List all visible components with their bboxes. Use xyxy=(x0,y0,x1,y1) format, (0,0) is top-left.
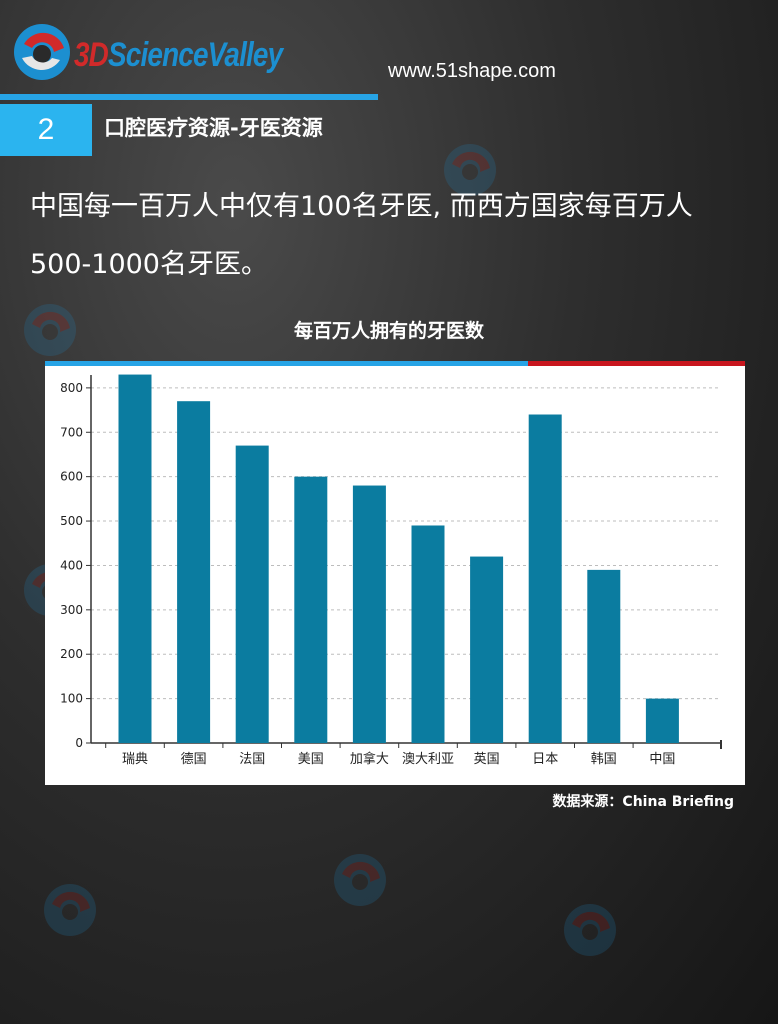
brand-logo: 3DScienceValley xyxy=(10,14,283,90)
x-tick-label: 加拿大 xyxy=(350,751,389,767)
x-tick-label: 瑞典 xyxy=(122,752,148,767)
data-source: 数据来源：China Briefing xyxy=(552,794,734,810)
x-tick-label: 韩国 xyxy=(591,752,617,767)
bar-chart-svg: 0 100 200 300 400 500 600 700 800 瑞典 德国 法国 美国 加拿大 澳大利亚… xyxy=(45,361,745,767)
bar-chart: 0 100 200 300 400 500 600 700 800 瑞典 德国 法国 美国 加拿大 澳大利亚… xyxy=(45,361,745,785)
y-tick-label: 800 xyxy=(60,381,83,395)
y-tick-label: 400 xyxy=(60,558,83,572)
bar-9 xyxy=(645,698,679,743)
bar-3 xyxy=(294,476,328,743)
y-tick-label: 100 xyxy=(60,692,83,706)
x-tick-label: 中国 xyxy=(649,752,675,767)
x-tick-label: 英国 xyxy=(474,752,500,767)
y-tick-label: 700 xyxy=(60,425,83,439)
chart-accent-blue xyxy=(45,361,528,366)
x-tick-label: 澳大利亚 xyxy=(402,751,454,767)
lead-paragraph: 中国每一百万人中仅有100名牙医, 而西方国家每百万人500-1000名牙医。 xyxy=(30,191,693,280)
logo-wordmark: 3DScienceValley xyxy=(74,36,283,75)
chart-accent-red xyxy=(528,361,745,366)
x-tick-label: 法国 xyxy=(239,752,265,767)
bar-0 xyxy=(118,374,152,743)
y-tick-label: 300 xyxy=(60,603,83,617)
chart-title: 每百万人拥有的牙医数 xyxy=(293,320,484,342)
watermark-logo-icon xyxy=(560,900,620,964)
watermark-logo-icon xyxy=(40,880,100,944)
bar-7 xyxy=(528,414,562,743)
bar-2 xyxy=(235,445,269,743)
logo-name: ScienceValley xyxy=(108,36,283,74)
bar-6 xyxy=(470,556,504,743)
x-tick-label: 德国 xyxy=(181,752,207,767)
logo-swirl-icon xyxy=(14,24,70,80)
header-divider xyxy=(0,94,378,100)
section-title: 口腔医疗资源-牙医资源 xyxy=(104,116,323,140)
watermark-logo-icon xyxy=(20,300,80,364)
watermark-logo-icon xyxy=(440,140,500,204)
y-tick-label: 0 xyxy=(75,736,83,750)
y-tick-label: 200 xyxy=(60,647,83,661)
site-url[interactable]: www.51shape.com xyxy=(388,60,556,82)
bar-5 xyxy=(411,525,445,743)
x-tick-label: 美国 xyxy=(298,752,324,767)
y-tick-label: 600 xyxy=(60,470,83,484)
bar-8 xyxy=(587,569,621,743)
logo-prefix: 3D xyxy=(74,36,109,74)
bar-1 xyxy=(177,401,211,743)
watermark-logo-icon xyxy=(330,850,390,914)
bar-4 xyxy=(352,485,386,743)
y-tick-label: 500 xyxy=(60,514,83,528)
section-number-badge: 2 xyxy=(0,104,92,156)
x-tick-label: 日本 xyxy=(532,752,558,767)
